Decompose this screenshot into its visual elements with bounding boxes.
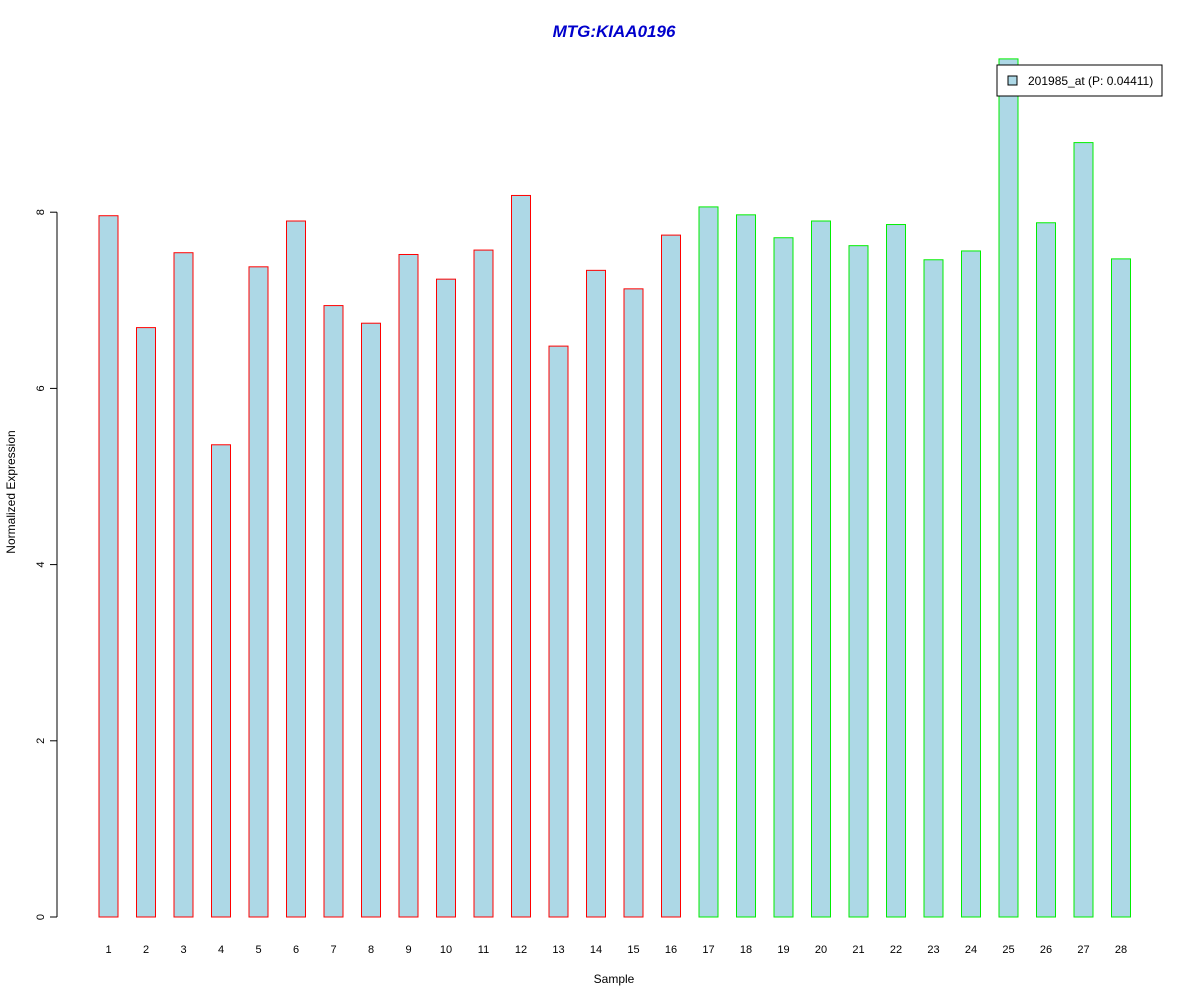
x-tick-label: 22 — [890, 944, 902, 956]
x-tick-label: 15 — [627, 944, 639, 956]
bar-sample-1 — [98, 215, 119, 918]
y-tick-label: 6 — [35, 385, 47, 391]
bar-sample-7 — [323, 305, 344, 918]
bar-sample-22 — [886, 224, 906, 918]
bar-sample-10 — [436, 278, 456, 918]
bar-sample-11 — [473, 249, 494, 918]
bars — [98, 58, 1131, 918]
x-tick-label: 24 — [965, 944, 977, 956]
x-tick-label: 10 — [440, 944, 452, 956]
bar-sample-3 — [173, 252, 194, 918]
bar-sample-28 — [1111, 258, 1131, 918]
bar-sample-16 — [661, 234, 681, 918]
bar-sample-5 — [248, 266, 269, 918]
bar-sample-4 — [211, 444, 231, 918]
bar-sample-24 — [961, 250, 981, 918]
y-tick-label: 0 — [35, 914, 47, 920]
legend: 201985_at (P: 0.04411) — [996, 64, 1163, 97]
x-tick-label: 28 — [1115, 944, 1127, 956]
x-tick-label: 21 — [852, 944, 864, 956]
x-tick-label: 12 — [515, 944, 527, 956]
x-tick-label: 7 — [330, 944, 336, 956]
x-tick-label: 2 — [143, 944, 149, 956]
x-tick-label: 25 — [1002, 944, 1014, 956]
x-tick-label: 1 — [105, 944, 111, 956]
x-tick-label: 27 — [1077, 944, 1089, 956]
x-tick-label: 19 — [777, 944, 789, 956]
x-tick-label: 16 — [665, 944, 677, 956]
bar-sample-2 — [136, 327, 156, 918]
x-tick-label: 18 — [740, 944, 752, 956]
x-tick-label: 3 — [180, 944, 186, 956]
bar-sample-26 — [1036, 222, 1056, 918]
x-tick-labels: 1 2 3 4 5 6 7 8 9 10 11 12 13 14 15 16 17 18 19 20 21 22 23 24 2… — [105, 944, 1127, 956]
legend-swatch — [1007, 75, 1018, 86]
legend-box — [996, 64, 1163, 97]
bar-sample-12 — [511, 194, 531, 918]
y-tick-label: 4 — [35, 562, 47, 568]
x-tick-label: 20 — [815, 944, 827, 956]
bar-sample-17 — [698, 206, 719, 918]
bar-sample-21 — [848, 245, 869, 918]
bar-sample-18 — [736, 214, 756, 918]
x-tick-label: 13 — [552, 944, 564, 956]
x-axis-label: Sample — [594, 972, 635, 986]
bar-sample-13 — [548, 345, 569, 918]
bar-sample-14 — [586, 269, 606, 918]
x-tick-label: 23 — [927, 944, 939, 956]
legend-entry: 201985_at (P: 0.04411) — [1028, 74, 1153, 88]
bar-sample-25 — [998, 58, 1019, 918]
x-tick-label: 5 — [255, 944, 261, 956]
x-tick-label: 17 — [702, 944, 714, 956]
bar-sample-8 — [361, 322, 381, 918]
x-tick-label: 8 — [368, 944, 374, 956]
x-tick-label: 14 — [590, 944, 602, 956]
x-tick-label: 6 — [293, 944, 299, 956]
bar-sample-23 — [923, 259, 944, 918]
bar-sample-20 — [811, 220, 831, 918]
x-tick-label: 11 — [478, 944, 489, 956]
bar-sample-9 — [398, 253, 419, 918]
y-axis: 0 2 4 6 8 — [35, 209, 58, 920]
x-tick-label: 26 — [1040, 944, 1052, 956]
x-tick-label: 4 — [218, 944, 224, 956]
x-tick-label: 9 — [405, 944, 411, 956]
bar-sample-6 — [286, 220, 306, 918]
chart-title: MTG:KIAA0196 — [553, 22, 676, 41]
bar-sample-15 — [623, 288, 644, 918]
bar-sample-19 — [773, 237, 794, 918]
bar-sample-27 — [1073, 142, 1094, 918]
y-axis-label: Normalized Expression — [4, 430, 18, 553]
y-tick-label: 8 — [35, 209, 47, 215]
y-tick-label: 2 — [35, 738, 47, 744]
